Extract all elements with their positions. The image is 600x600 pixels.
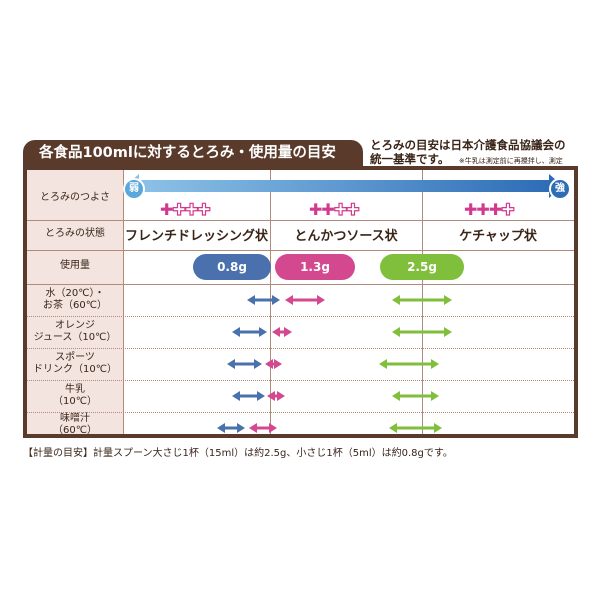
- label-amount: 使用量: [60, 260, 90, 271]
- row-divider: [27, 250, 574, 251]
- food-label-water: 水（20℃）・ お茶（60℃）: [43, 288, 107, 311]
- weak-badge: 弱: [123, 178, 145, 200]
- row-divider: [27, 412, 574, 413]
- range-arrow-row4-blue: [232, 391, 265, 401]
- row-divider: [27, 220, 574, 221]
- range-arrow-row5-pink: [249, 423, 277, 433]
- strong-badge: 強: [549, 178, 571, 200]
- range-arrow-row1-blue: [247, 295, 280, 305]
- amount-pill-0-8g: 0.8g: [193, 254, 271, 280]
- footer-note: 【計量の目安】計量スプーン大さじ1杯（15ml）は約2.5g、小さじ1杯（5ml…: [23, 448, 453, 459]
- range-arrow-row2-blue: [232, 327, 267, 337]
- range-arrow-row3-green: [379, 359, 439, 369]
- column-divider: [422, 170, 423, 434]
- note-small: ※牛乳は測定前に再攪拌し、測定: [458, 157, 563, 165]
- strength-bar: [139, 180, 549, 192]
- row-divider: [27, 284, 574, 285]
- state-ketchup: ケチャップ状: [459, 229, 537, 244]
- range-arrow-row1-pink: [285, 295, 325, 305]
- note-line-2: 統一基準です。: [370, 152, 450, 166]
- strength-level-2: ✚✚✚✚: [309, 199, 360, 219]
- chart-title: 各食品100mlに対するとろみ・使用量の目安: [23, 140, 363, 166]
- range-arrow-row3-blue: [227, 359, 262, 369]
- range-arrow-row1-green: [392, 295, 452, 305]
- row-divider: [27, 348, 574, 349]
- state-tonkatsu-sauce: とんかつソース状: [294, 229, 398, 244]
- standard-note: とろみの目安は日本介護食品協議会の 統一基準です。 ※牛乳は測定前に再攪拌し、測…: [370, 138, 590, 168]
- range-arrow-row2-pink: [272, 327, 292, 337]
- amount-pill-1-3g: 1.3g: [275, 254, 355, 280]
- row-divider: [27, 316, 574, 317]
- food-label-orange: オレンジ ジュース（10℃）: [33, 320, 117, 343]
- label-column: [27, 170, 123, 434]
- range-arrows: [217, 295, 452, 433]
- note-line-1: とろみの目安は日本介護食品協議会の: [370, 138, 566, 152]
- range-arrow-row4-green: [392, 391, 439, 401]
- range-arrow-row4-pink: [267, 391, 285, 401]
- range-arrow-row2-green: [392, 327, 452, 337]
- strength-level-3: ✚✚✚✚: [464, 199, 515, 219]
- range-arrow-row3-pink: [265, 359, 282, 369]
- range-arrow-row5-blue: [217, 423, 245, 433]
- food-label-sports: スポーツ ドリンク（10℃）: [33, 352, 117, 375]
- food-label-milk: 牛乳 （10℃）: [53, 384, 97, 407]
- row-divider: [27, 380, 574, 381]
- state-french-dressing: フレンチドレッシング状: [124, 229, 268, 244]
- label-strength: とろみのつよさ: [40, 192, 110, 203]
- label-state: とろみの状態: [45, 228, 105, 239]
- thickness-table: とろみのつよさ とろみの状態 使用量 水（20℃）・ お茶（60℃） オレンジ …: [23, 166, 578, 438]
- column-divider: [270, 170, 271, 434]
- column-divider: [123, 170, 124, 434]
- food-label-miso: 味噌汁 （60℃）: [53, 413, 97, 436]
- strength-level-1: ✚✚✚✚: [160, 199, 211, 219]
- amount-pill-2-5g: 2.5g: [380, 254, 464, 280]
- range-arrow-row5-green: [389, 423, 442, 433]
